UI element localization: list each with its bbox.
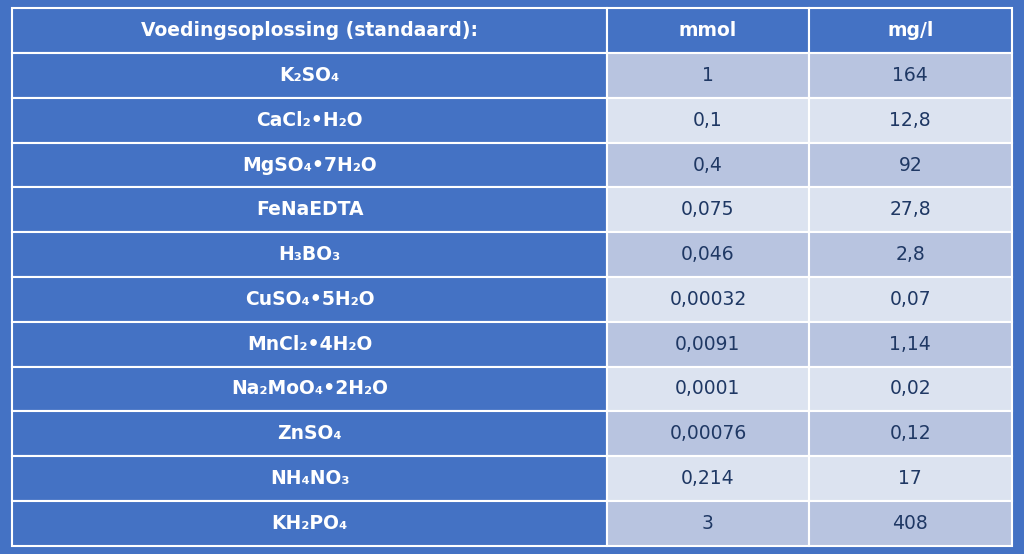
Text: Na₂MoO₄•2H₂O: Na₂MoO₄•2H₂O (231, 379, 388, 398)
Text: ZnSO₄: ZnSO₄ (278, 424, 342, 443)
Bar (809, 456, 1012, 501)
Text: FeNaEDTA: FeNaEDTA (256, 201, 364, 219)
Bar (809, 187, 1012, 232)
Text: 92: 92 (898, 156, 923, 175)
Text: NH₄NO₃: NH₄NO₃ (270, 469, 349, 488)
Text: MgSO₄•7H₂O: MgSO₄•7H₂O (243, 156, 377, 175)
Bar (809, 8, 1012, 53)
Text: 0,4: 0,4 (693, 156, 723, 175)
Bar (607, 187, 809, 232)
Bar (607, 367, 809, 411)
Bar (607, 322, 809, 367)
Text: 0,00076: 0,00076 (670, 424, 746, 443)
Bar (809, 277, 1012, 322)
Bar (12, 277, 607, 322)
Bar (12, 367, 607, 411)
Bar (607, 277, 809, 322)
Bar (12, 501, 607, 546)
Bar (12, 456, 607, 501)
Text: 0,12: 0,12 (890, 424, 931, 443)
Text: 0,00032: 0,00032 (670, 290, 746, 309)
Text: KH₂PO₄: KH₂PO₄ (271, 514, 348, 533)
Text: H₃BO₃: H₃BO₃ (279, 245, 341, 264)
Bar (12, 187, 607, 232)
Text: 1: 1 (701, 66, 714, 85)
Bar (809, 501, 1012, 546)
Text: 0,075: 0,075 (681, 201, 734, 219)
Bar (809, 232, 1012, 277)
Text: mg/l: mg/l (887, 21, 934, 40)
Text: 1,14: 1,14 (890, 335, 931, 353)
Text: CuSO₄•5H₂O: CuSO₄•5H₂O (245, 290, 375, 309)
Text: 3: 3 (701, 514, 714, 533)
Text: CaCl₂•H₂O: CaCl₂•H₂O (256, 111, 362, 130)
Bar (12, 322, 607, 367)
Bar (607, 53, 809, 98)
Bar (607, 232, 809, 277)
Bar (809, 367, 1012, 411)
Text: 12,8: 12,8 (890, 111, 931, 130)
Text: 0,046: 0,046 (681, 245, 734, 264)
Bar (809, 98, 1012, 143)
Text: mmol: mmol (679, 21, 737, 40)
Text: 0,214: 0,214 (681, 469, 734, 488)
Bar (607, 456, 809, 501)
Text: 0,07: 0,07 (890, 290, 931, 309)
Bar (12, 53, 607, 98)
Bar (607, 411, 809, 456)
Text: 0,0091: 0,0091 (675, 335, 740, 353)
Text: Voedingsoplossing (standaard):: Voedingsoplossing (standaard): (141, 21, 478, 40)
Bar (809, 411, 1012, 456)
Text: 0,1: 0,1 (693, 111, 723, 130)
Bar (607, 8, 809, 53)
Text: 164: 164 (892, 66, 928, 85)
Text: MnCl₂•4H₂O: MnCl₂•4H₂O (247, 335, 373, 353)
Bar (12, 98, 607, 143)
Bar (12, 8, 607, 53)
Bar (607, 98, 809, 143)
Bar (809, 143, 1012, 187)
Text: 0,0001: 0,0001 (675, 379, 740, 398)
Bar (607, 143, 809, 187)
Text: 0,02: 0,02 (890, 379, 931, 398)
Bar (809, 322, 1012, 367)
Bar (809, 53, 1012, 98)
Bar (12, 232, 607, 277)
Text: 17: 17 (898, 469, 923, 488)
Text: K₂SO₄: K₂SO₄ (280, 66, 340, 85)
Text: 27,8: 27,8 (890, 201, 931, 219)
Bar (12, 411, 607, 456)
Text: 408: 408 (892, 514, 928, 533)
Bar (607, 501, 809, 546)
Bar (12, 143, 607, 187)
Text: 2,8: 2,8 (895, 245, 925, 264)
